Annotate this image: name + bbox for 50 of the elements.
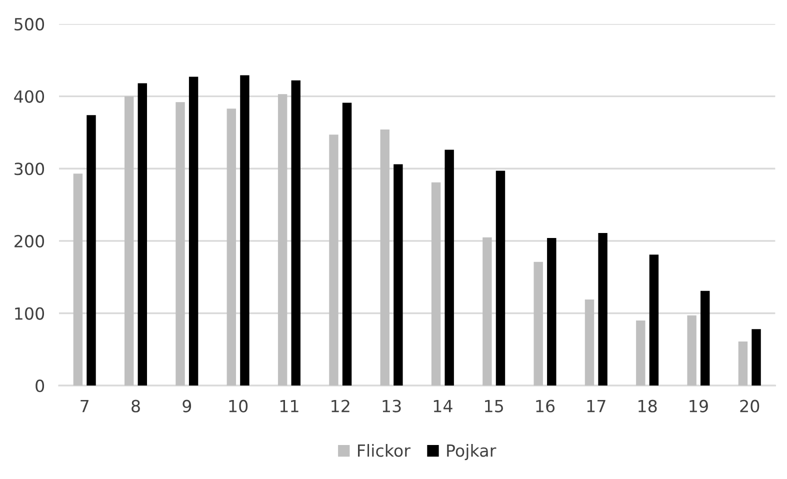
bar [649,254,659,386]
bar [240,75,250,386]
x-tick-label: 13 [382,400,401,412]
bar [138,83,148,386]
bar [329,134,338,386]
x-tick-label: 18 [638,400,657,412]
bar [291,80,300,386]
x-tick-label: 20 [740,400,760,412]
bar [584,300,594,386]
bar [444,150,454,386]
bar [124,96,134,386]
bar [86,115,96,386]
legend-label: Flickor [358,444,410,457]
bar [73,174,83,386]
bar [534,262,543,386]
x-tick-label: 8 [132,400,140,412]
bar [547,238,556,386]
bar [752,329,761,386]
x-tick-label: 12 [332,400,350,412]
y-tick-label: 500 [14,18,44,31]
x-tick-label: 17 [587,400,606,412]
bar [738,341,748,386]
x-tick-label: 16 [536,400,555,412]
y-tick-label: 400 [14,90,44,103]
x-tick-label: 7 [80,400,88,412]
y-tick-label: 200 [14,234,44,248]
bar [598,232,608,386]
y-tick-label: 0 [36,380,44,392]
x-tick-label: 19 [690,400,708,412]
bar [278,94,288,386]
bar [380,130,390,386]
bar [431,182,441,386]
x-tick-label: 9 [182,400,192,412]
bar [687,315,696,386]
x-tick-label: 10 [229,400,248,412]
bar [636,320,646,386]
bar [342,102,352,386]
bar [394,164,403,386]
bar [176,102,185,386]
x-tick-label: 11 [280,400,298,412]
x-tick-label: 15 [485,400,503,412]
y-tick-label: 100 [15,307,44,320]
y-tick-label: 300 [14,162,44,176]
x-tick-label: 14 [434,400,452,412]
bar [700,290,710,386]
bar [226,108,236,386]
bar [496,170,506,386]
bar [188,76,198,386]
legend-label: Pojkar [447,444,496,460]
bar [482,237,492,386]
